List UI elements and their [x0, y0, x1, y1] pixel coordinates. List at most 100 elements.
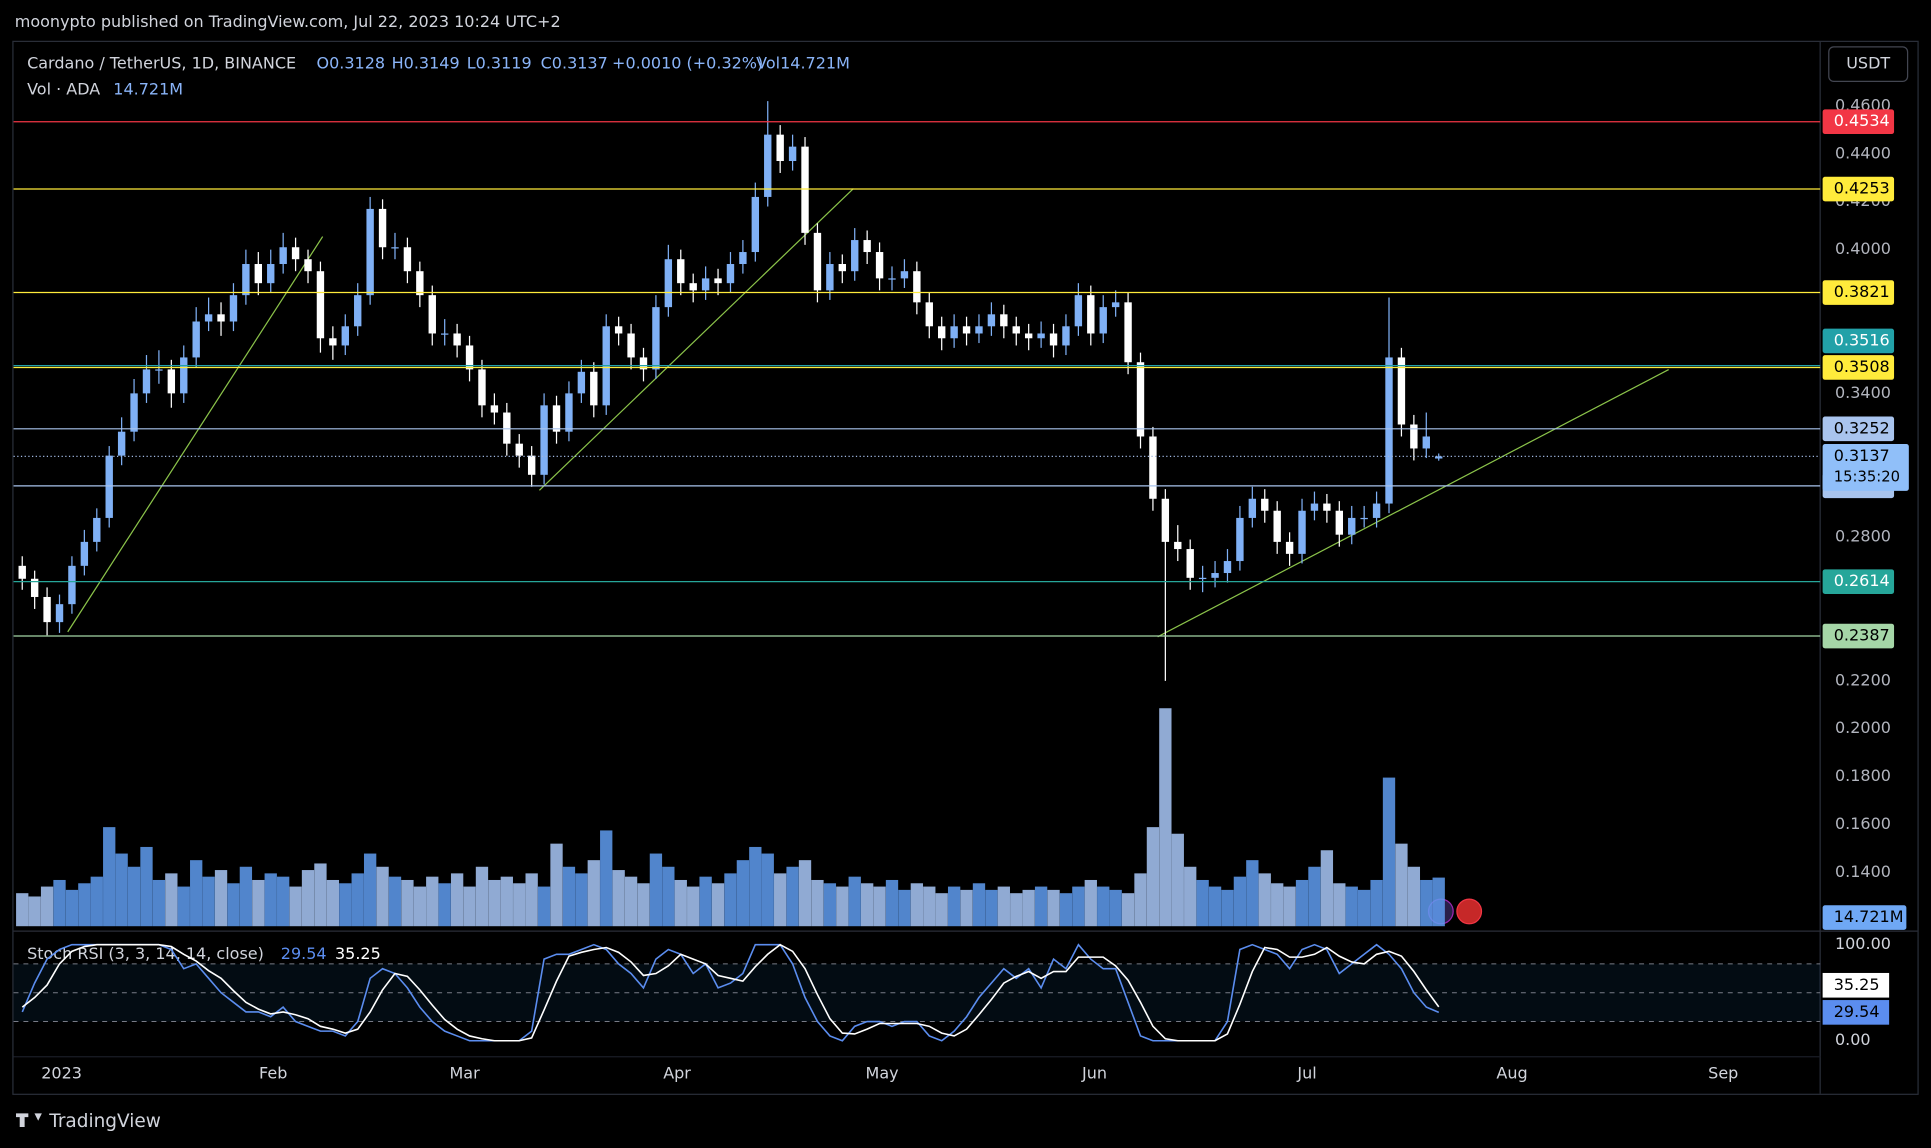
volume-bar	[90, 876, 103, 927]
candle-body	[1149, 436, 1157, 499]
x-tick-label: Apr	[663, 1063, 691, 1082]
level-label: 0.2614	[1834, 571, 1890, 590]
candle-body	[1385, 357, 1393, 504]
volume-bar	[724, 873, 737, 927]
candle-body	[888, 278, 896, 280]
volume-bar	[103, 827, 116, 927]
candle-body	[440, 333, 449, 335]
volume-bar	[177, 886, 190, 927]
volume-bar	[1345, 886, 1358, 927]
candle-body	[465, 345, 474, 370]
candle-body	[1111, 302, 1120, 308]
candle-body	[267, 264, 275, 284]
candle-body	[639, 357, 648, 370]
level-label: 0.3252	[1834, 418, 1890, 437]
volume-bar	[1097, 886, 1110, 927]
volume-bar	[165, 873, 178, 927]
candle-body	[664, 259, 673, 308]
volume-bar	[314, 863, 327, 927]
volume-bar	[985, 889, 998, 927]
level-label-box	[1822, 328, 1895, 354]
candle-body	[291, 247, 300, 260]
volume-bar	[450, 873, 464, 927]
candle-body	[204, 314, 213, 322]
volume-bar	[972, 883, 986, 927]
candle-body	[80, 541, 89, 566]
stoch-line	[21, 943, 1440, 1042]
volume-bar	[190, 860, 203, 927]
currency-button[interactable]	[1828, 46, 1909, 83]
badge[interactable]	[1456, 898, 1483, 925]
candle-body	[1037, 333, 1045, 339]
candle-body	[1236, 517, 1244, 562]
volume-bar	[923, 886, 936, 927]
volume-bar	[388, 876, 402, 927]
candle-body	[366, 208, 374, 296]
volume-bar	[53, 879, 66, 927]
trend-lines	[67, 188, 1669, 638]
volume-bar	[65, 889, 79, 927]
candle-body	[229, 295, 238, 322]
y-tick-label: 0.2200	[1835, 670, 1891, 689]
volume-bar	[363, 853, 377, 927]
volume-bar	[637, 883, 650, 927]
candle-body	[1174, 541, 1182, 550]
currency-label[interactable]: USDT	[1846, 54, 1890, 73]
candle-body	[130, 393, 138, 432]
stoch-d-legend: 35.25	[335, 944, 381, 963]
candle-body	[254, 264, 263, 284]
volume-bar	[947, 886, 961, 927]
candle-body	[316, 271, 325, 339]
footer-logo: TradingView	[48, 1111, 161, 1132]
candle-body	[1348, 517, 1356, 535]
candle-body	[180, 357, 188, 394]
candle-body	[329, 338, 337, 346]
candle-body	[279, 247, 287, 265]
candle-body	[788, 146, 797, 162]
candle-body	[900, 271, 909, 279]
x-tick-label: Mar	[449, 1063, 480, 1082]
candle-body	[428, 295, 436, 334]
volume-bar	[239, 866, 253, 927]
x-tick-label: May	[866, 1063, 899, 1082]
volume-bar	[1395, 843, 1408, 927]
legend-open: O0.3128	[316, 54, 385, 73]
volume-bar	[1208, 886, 1222, 927]
volume-bar	[774, 873, 787, 927]
volume-bar	[550, 843, 563, 927]
volume-bar	[1258, 873, 1271, 927]
volume-bar	[1084, 879, 1097, 927]
candle-body	[614, 326, 623, 334]
candle-body	[242, 264, 250, 296]
candle-body	[1049, 333, 1058, 346]
volume-bar	[1072, 886, 1085, 927]
volume-legend-value: 14.721M	[113, 80, 183, 99]
candle-body	[577, 371, 586, 394]
volume-bar	[1010, 893, 1023, 927]
candle-body	[1273, 510, 1281, 542]
volume-bar	[413, 886, 426, 927]
legend-volume: Vol14.721M	[756, 54, 850, 73]
stoch-tick-label: 100.00	[1835, 934, 1891, 953]
volume-bar	[1196, 879, 1209, 927]
legend-symbol: Cardano / TetherUS, 1D, BINANCE	[27, 54, 296, 73]
candle-body	[378, 208, 387, 248]
volume-bar	[1047, 889, 1060, 927]
volume-bar	[1184, 866, 1197, 927]
volume-bar	[301, 870, 315, 927]
volume-bar	[475, 866, 489, 927]
volume-bar	[811, 879, 824, 927]
volume-bar	[115, 853, 128, 927]
y-tick-label: 0.4400	[1835, 143, 1891, 162]
candle-body	[863, 240, 871, 253]
volume-bar	[711, 883, 725, 927]
volume-bar	[513, 883, 526, 927]
candle-body	[1161, 498, 1170, 542]
candle-body	[18, 565, 26, 579]
volume-bar	[798, 860, 812, 927]
level-label-box	[1822, 569, 1895, 594]
volume-bar	[836, 886, 849, 927]
candle-body	[490, 405, 499, 413]
